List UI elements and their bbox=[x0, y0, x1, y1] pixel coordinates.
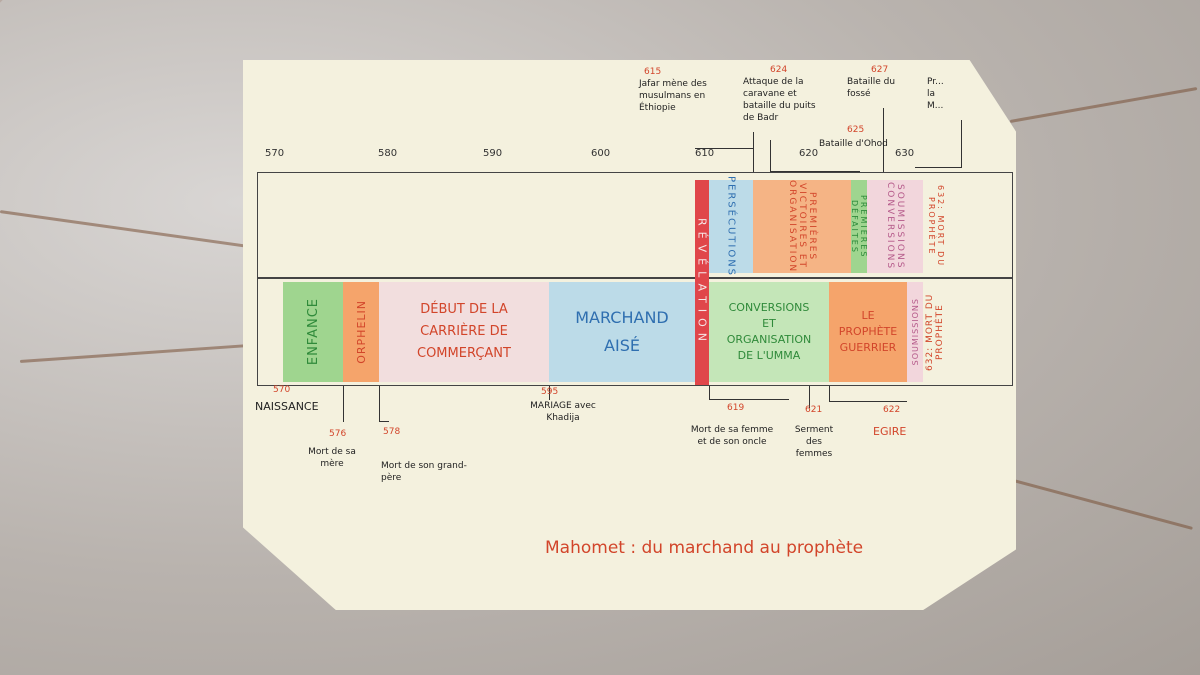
event-year: 576 bbox=[329, 429, 347, 439]
leader-line bbox=[770, 171, 860, 172]
event-year: 578 bbox=[383, 427, 401, 437]
leader-line bbox=[695, 148, 753, 149]
event-578: Mort de son grand-père bbox=[381, 461, 467, 483]
segment-soumissions: SOUMISSIONS bbox=[907, 282, 923, 382]
segment-premieres-victoires: PREMIÈRES VICTOIRES ET ORGANISATION bbox=[753, 180, 851, 273]
event-622: EGIRE bbox=[873, 425, 907, 438]
event-year: 615 bbox=[644, 67, 662, 77]
event-621: Serment des femmes bbox=[794, 425, 834, 459]
segment-conversions: CONVERSIONS ET ORGANISATION DE L'UMMA bbox=[709, 282, 829, 382]
marble-vein bbox=[0, 210, 258, 250]
event-year: 619 bbox=[727, 403, 745, 413]
tick-label: 570 bbox=[265, 148, 285, 159]
event-year: 622 bbox=[883, 405, 901, 415]
tick-label: 580 bbox=[378, 148, 398, 159]
event-year: 570 bbox=[273, 385, 291, 395]
segment-persecutions: PERSÉCUTIONS bbox=[709, 176, 753, 277]
event-627: Bataille du fossé bbox=[847, 77, 896, 99]
diagram-caption: Mahomet : du marchand au prophète bbox=[545, 538, 864, 558]
segment-enfance: ENFANCE bbox=[283, 282, 343, 382]
segment-orphelin: ORPHELIN bbox=[343, 282, 379, 382]
marble-vein bbox=[1009, 87, 1198, 123]
segment-marchand-aise: MARCHAND AISÉ bbox=[549, 282, 695, 382]
event-632-cut: Pr... la M... bbox=[927, 77, 944, 111]
tick-label: 630 bbox=[895, 148, 915, 159]
leader-line bbox=[343, 386, 344, 422]
leader-line bbox=[709, 399, 789, 400]
event-619: Mort de sa femme et de son oncle bbox=[690, 425, 774, 447]
lower-band bbox=[257, 278, 1013, 386]
event-624: Attaque de la caravane et bataille du pu… bbox=[743, 77, 816, 123]
event-year: 621 bbox=[805, 405, 823, 415]
leader-line bbox=[809, 386, 810, 408]
event-625: Bataille d'Ohod bbox=[819, 139, 888, 149]
segment-revelation: RÉVÉLATION bbox=[695, 180, 709, 385]
tick-label: 610 bbox=[695, 148, 715, 159]
event-570: NAISSANCE bbox=[255, 400, 319, 413]
leader-line bbox=[379, 386, 380, 422]
tick-label: 590 bbox=[483, 148, 503, 159]
tick-label: 600 bbox=[591, 148, 611, 159]
leader-line bbox=[961, 120, 962, 168]
event-year: 624 bbox=[770, 65, 788, 75]
segment-mort-upper: 632: MORT DU PROPHÈTE bbox=[927, 185, 945, 268]
leader-line bbox=[829, 386, 830, 402]
event-595: MARIAGE avec Khadija bbox=[530, 401, 596, 423]
timeline-card: 570 580 590 600 610 620 630 PERSÉCUTIONS… bbox=[243, 60, 1016, 610]
leader-line bbox=[829, 401, 907, 402]
leader-line bbox=[770, 140, 771, 172]
segment-prophete-guerrier: LE PROPHÈTE GUERRIER bbox=[829, 282, 907, 382]
leader-line bbox=[753, 132, 754, 172]
tick-label: 620 bbox=[799, 148, 819, 159]
upper-band bbox=[257, 172, 1013, 278]
segment-debut-carriere: DÉBUT DE LA CARRIÈRE DE COMMERÇANT bbox=[379, 282, 549, 382]
leader-line bbox=[883, 108, 884, 172]
event-year: 595 bbox=[541, 387, 559, 397]
event-year: 627 bbox=[871, 65, 889, 75]
segment-mort-prophete: 632: MORT DU PROPHÈTE bbox=[925, 293, 945, 371]
segment-soumissions-conversions: SOUMISSIONS CONVERSIONS bbox=[867, 180, 923, 273]
segment-premieres-defaites: PREMIÈRES DÉFAITES bbox=[850, 180, 868, 273]
event-615: Jafar mène des musulmans en Éthiopie bbox=[639, 79, 707, 113]
leader-line bbox=[915, 167, 962, 168]
marble-vein bbox=[19, 343, 250, 363]
event-year: 625 bbox=[847, 125, 865, 135]
leader-line bbox=[709, 386, 710, 400]
leader-line bbox=[379, 421, 389, 422]
leader-line bbox=[549, 386, 550, 400]
event-576: Mort de sa mère bbox=[308, 447, 356, 469]
